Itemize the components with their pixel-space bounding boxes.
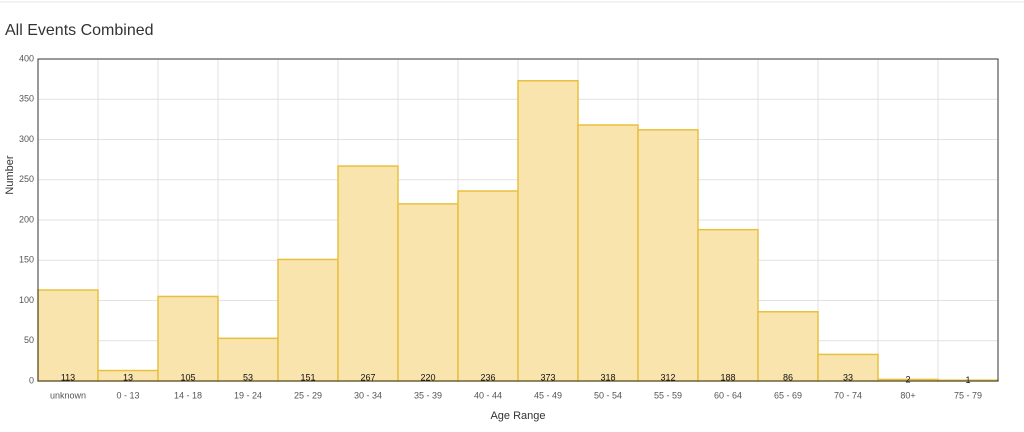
x-tick-label: 40 - 44	[474, 390, 502, 400]
x-tick-label: 60 - 64	[714, 390, 742, 400]
y-tick-label: 400	[19, 53, 34, 63]
value-label: 105	[180, 372, 195, 382]
value-label: 188	[720, 372, 735, 382]
y-tick-label: 350	[19, 94, 34, 104]
x-tick-label: 25 - 29	[294, 390, 322, 400]
x-tick-label: 70 - 74	[834, 390, 862, 400]
value-label: 267	[360, 372, 375, 382]
x-tick-label: 19 - 24	[234, 390, 262, 400]
value-label: 1	[965, 375, 970, 385]
bar	[397, 203, 459, 382]
value-label: 312	[660, 372, 675, 382]
x-tick-label: 30 - 34	[354, 390, 382, 400]
plot-frame	[37, 58, 999, 382]
value-label: 236	[480, 372, 495, 382]
bar	[337, 165, 399, 382]
bar	[37, 289, 99, 382]
bar	[517, 79, 579, 382]
bar	[577, 124, 639, 382]
y-tick-label: 200	[19, 214, 34, 224]
x-tick-label: unknown	[50, 390, 86, 400]
chart-title: All Events Combined	[5, 22, 154, 39]
value-label: 151	[300, 372, 315, 382]
bar	[457, 190, 519, 382]
x-tick-label: 75 - 79	[954, 390, 982, 400]
y-tick-label: 0	[29, 375, 34, 385]
bar	[697, 228, 759, 382]
y-tick-label: 250	[19, 174, 34, 184]
value-label: 318	[600, 372, 615, 382]
x-axis-label: Age Range	[490, 410, 545, 422]
x-tick-label: 45 - 49	[534, 390, 562, 400]
x-tick-label: 65 - 69	[774, 390, 802, 400]
x-tick-label: 14 - 18	[174, 390, 202, 400]
x-tick-label: 80+	[900, 390, 915, 400]
bar	[637, 129, 699, 382]
bar	[277, 258, 339, 382]
x-tick-label: 35 - 39	[414, 390, 442, 400]
value-label: 86	[783, 372, 793, 382]
value-label: 33	[843, 372, 853, 382]
y-tick-label: 150	[19, 255, 34, 265]
y-tick-label: 100	[19, 295, 34, 305]
value-label: 2	[905, 375, 910, 385]
value-label: 220	[420, 372, 435, 382]
bar	[157, 295, 219, 382]
bar	[817, 353, 879, 382]
value-label: 373	[540, 372, 555, 382]
value-label: 113	[61, 372, 75, 382]
bar	[757, 311, 819, 382]
x-tick-label: 0 - 13	[116, 390, 139, 400]
x-tick-label: 55 - 59	[654, 390, 682, 400]
y-axis-label: Number	[4, 155, 16, 194]
x-tick-label: 50 - 54	[594, 390, 622, 400]
value-label: 13	[123, 372, 133, 382]
y-tick-label: 50	[24, 335, 34, 345]
y-tick-label: 300	[19, 134, 34, 144]
bar	[217, 337, 279, 382]
value-label: 53	[243, 372, 253, 382]
